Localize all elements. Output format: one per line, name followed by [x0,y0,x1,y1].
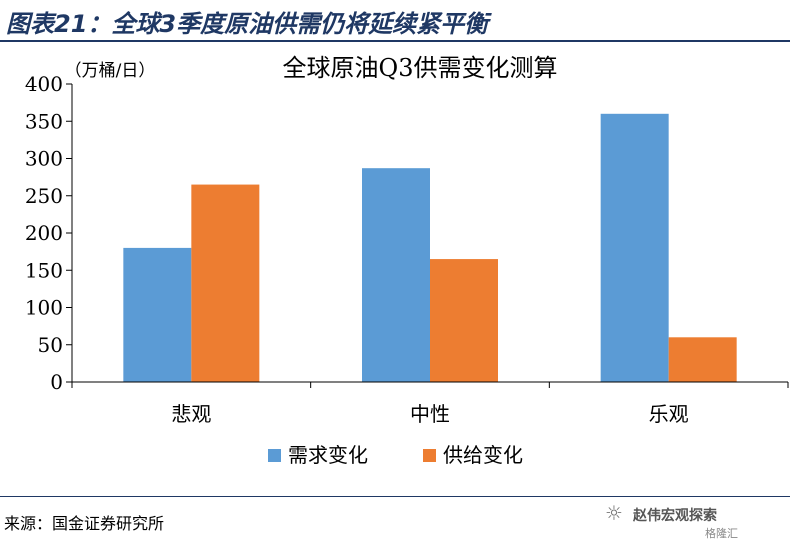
chart-title: 全球原油Q3供需变化测算 [283,54,558,82]
bar [600,113,669,383]
y-tick-label: 150 [25,258,63,282]
bar [362,168,430,382]
y-tick-label: 250 [25,184,63,208]
x-tick-label: 悲观 [171,402,211,426]
y-tick-label: 50 [38,333,63,357]
y-tick-label: 100 [25,296,63,320]
legend: 需求变化 供给变化 [268,443,523,467]
x-tick-label: 乐观 [649,402,689,426]
y-axis-label: （万桶/日） [65,61,156,81]
header-divider [0,40,790,42]
x-tick-label: 中性 [410,402,450,426]
bar [430,259,498,382]
y-tick-label: 0 [50,370,63,394]
legend-label: 需求变化 [288,443,368,467]
y-tick-label: 350 [25,109,63,133]
x-axis: 悲观 中性 乐观 [71,381,789,426]
figure-header: 图表21：全球3季度原油供需仍将延续紧平衡 [0,0,790,42]
source-note: 来源：国金证券研究所 [4,514,165,533]
bar-series [123,113,737,383]
legend-swatch [268,449,281,462]
footer-divider [0,496,790,497]
bar-chart: 全球原油Q3供需变化测算 （万桶/日） 0 50 100 150 200 250 300 35… [25,54,789,467]
watermark-sub: 格隆汇 [705,527,738,540]
y-tick-label: 400 [25,72,63,96]
legend-swatch [423,449,436,462]
legend-label: 供给变化 [443,443,523,467]
y-tick-label: 300 [25,147,63,171]
wechat-icon: ☼ [605,501,623,525]
watermark-text: 赵伟宏观探索 [633,508,717,524]
figure-title: 图表21：全球3季度原油供需仍将延续紧平衡 [6,10,489,38]
watermark: ☼ 赵伟宏观探索 格隆汇 [605,497,785,543]
bar [191,184,260,382]
y-tick-label: 200 [25,221,63,245]
bar [668,337,737,382]
y-axis: 0 50 100 150 200 250 300 350 400 [25,72,73,394]
bar [123,247,192,382]
